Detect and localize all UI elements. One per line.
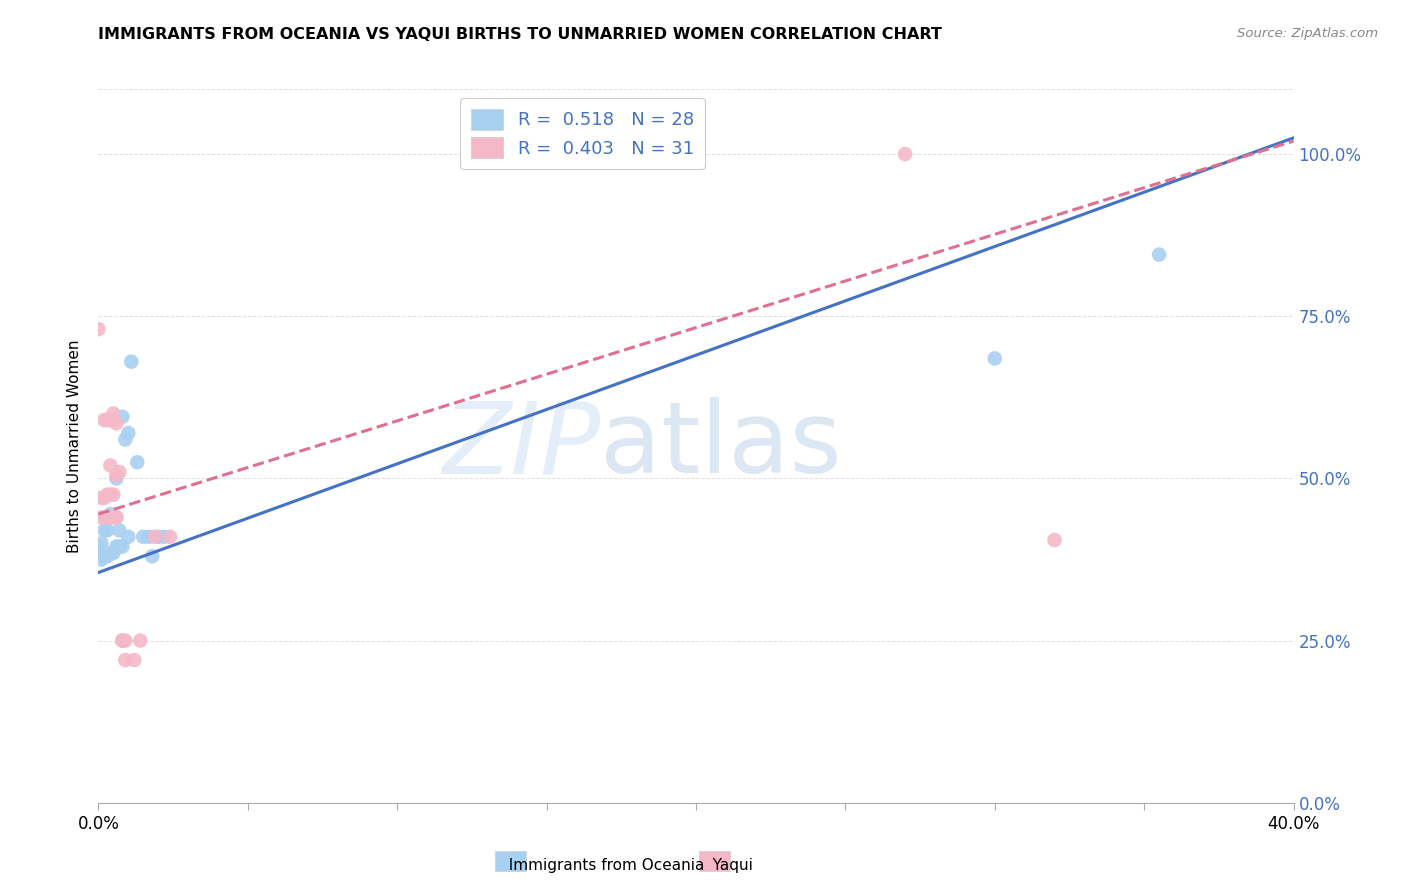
Point (153, 530, 176, 544)
Point (93, 510, 115, 524)
Point (105, 540, 128, 554)
Point (100, 458, 122, 473)
Point (96, 510, 118, 524)
Text: IMMIGRANTS FROM OCEANIA VS YAQUI BIRTHS TO UNMARRIED WOMEN CORRELATION CHART: IMMIGRANTS FROM OCEANIA VS YAQUI BIRTHS … (98, 27, 942, 42)
Point (120, 354, 142, 368)
Point (127, 455, 149, 469)
Point (141, 549, 163, 564)
Text: atlas: atlas (600, 398, 842, 494)
Point (111, 633, 134, 648)
Point (132, 530, 155, 544)
Point (148, 530, 170, 544)
Point (108, 524, 131, 538)
Point (105, 417, 128, 431)
Legend: R =  0.518   N = 28, R =  0.403   N = 31: R = 0.518 N = 28, R = 0.403 N = 31 (460, 98, 704, 169)
Point (105, 510, 128, 524)
Text: ZIP: ZIP (441, 398, 600, 494)
Point (111, 409, 134, 424)
Point (105, 471, 128, 485)
Point (138, 530, 160, 544)
FancyBboxPatch shape (495, 851, 526, 871)
Point (103, 546, 125, 560)
Point (90, 536, 112, 550)
Text: Yaqui: Yaqui (703, 858, 752, 872)
Text: Source: ZipAtlas.com: Source: ZipAtlas.com (1237, 27, 1378, 40)
Point (143, 530, 166, 544)
Point (96, 413, 118, 427)
Point (1043, 533, 1066, 547)
Point (93, 491, 115, 505)
Point (100, 488, 122, 502)
Point (117, 530, 139, 544)
Point (105, 510, 128, 524)
Point (93, 549, 115, 564)
Point (96, 524, 118, 538)
Point (124, 653, 146, 667)
Point (117, 425, 139, 440)
Point (114, 433, 136, 447)
Point (96, 549, 118, 564)
Point (100, 546, 122, 560)
Point (159, 530, 181, 544)
Point (90, 491, 112, 505)
Point (87, 540, 110, 554)
Point (93, 413, 115, 427)
Point (103, 407, 125, 421)
Point (100, 510, 122, 524)
Point (894, 147, 917, 161)
Point (100, 413, 122, 427)
Text: Immigrants from Oceania: Immigrants from Oceania (499, 858, 704, 872)
FancyBboxPatch shape (699, 851, 730, 871)
Y-axis label: Births to Unmarried Women: Births to Unmarried Women (67, 339, 83, 553)
Point (93, 524, 115, 538)
Point (90, 510, 112, 524)
Point (111, 540, 134, 554)
Point (105, 468, 128, 483)
Point (103, 488, 125, 502)
Point (108, 540, 131, 554)
Point (100, 507, 122, 521)
Point (90, 552, 112, 566)
Point (984, 351, 1007, 366)
Point (129, 633, 152, 648)
Point (114, 633, 136, 648)
Point (108, 465, 131, 479)
Point (114, 653, 136, 667)
Point (1147, 247, 1170, 261)
Point (111, 633, 134, 648)
Point (87, 322, 110, 336)
Point (96, 488, 118, 502)
Point (103, 510, 125, 524)
